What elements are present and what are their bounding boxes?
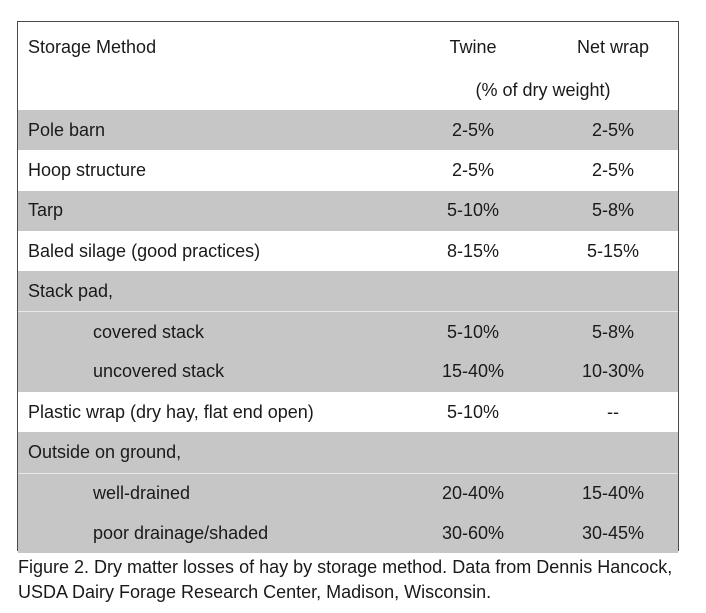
row-storage-method: Baled silage (good practices) — [28, 240, 261, 261]
table-row: well-drained 20-40% 15-40% — [18, 472, 678, 513]
row-storage-method: Pole barn — [28, 119, 106, 140]
row-storage-method: Plastic wrap (dry hay, flat end open) — [28, 401, 314, 422]
row-twine-value: 2-5% — [451, 119, 495, 140]
row-storage-method: Tarp — [28, 200, 64, 221]
storage-losses-table: Storage Method Twine Net wrap (% of dry … — [17, 21, 679, 554]
row-twine-value: 5-10% — [446, 200, 500, 221]
row-net-wrap-value: 2-5% — [591, 159, 635, 180]
table-row: Baled silage (good practices) 8-15% 5-15% — [18, 230, 678, 272]
row-storage-method: Hoop structure — [28, 159, 147, 180]
table-body: Pole barn 2-5% 2-5% Hoop structure 2-5% 2-5% T… — [18, 110, 678, 554]
row-twine-value: 2-5% — [451, 159, 495, 180]
row-twine-value: 15-40% — [441, 361, 505, 382]
row-storage-method: well-drained — [93, 482, 191, 503]
table-header: Storage Method Twine Net wrap (% of dry … — [18, 22, 678, 110]
row-storage-method: Outside on ground, — [28, 442, 182, 463]
row-net-wrap-value: -- — [607, 401, 619, 422]
row-twine-value: 5-10% — [446, 321, 500, 342]
row-net-wrap-value: 2-5% — [591, 119, 635, 140]
row-net-wrap-value — [563, 432, 663, 472]
table-row: Tarp 5-10% 5-8% — [18, 190, 678, 231]
table-row: Pole barn 2-5% 2-5% — [18, 110, 678, 151]
header-storage-method: Storage Method — [28, 37, 157, 57]
row-net-wrap-value: 30-45% — [581, 522, 645, 543]
row-storage-method: uncovered stack — [93, 361, 225, 382]
row-twine-value: 5-10% — [446, 401, 500, 422]
table-row: Plastic wrap (dry hay, flat end open) 5-1… — [18, 392, 678, 433]
row-net-wrap-value: 5-8% — [591, 321, 635, 342]
header-unit: (% of dry weight) — [475, 80, 611, 100]
row-storage-method: poor drainage/shaded — [93, 522, 269, 543]
row-storage-method: Stack pad, — [28, 280, 114, 301]
row-twine-value: 8-15% — [446, 240, 500, 261]
row-net-wrap-value: 10-30% — [581, 361, 645, 382]
row-twine-value: 20-40% — [441, 482, 505, 503]
figure-caption: Figure 2. Dry matter losses of hay by st… — [18, 557, 673, 602]
table-row: Outside on ground, — [18, 432, 678, 473]
table-row: covered stack 5-10% 5-8% — [18, 311, 678, 352]
row-storage-method: covered stack — [93, 321, 205, 342]
table-row: Hoop structure 2-5% 2-5% — [18, 150, 678, 191]
row-net-wrap-value: 15-40% — [581, 482, 645, 503]
row-twine-value: 30-60% — [441, 522, 505, 543]
row-net-wrap-value: 5-8% — [591, 200, 635, 221]
header-twine: Twine — [449, 37, 497, 57]
row-net-wrap-value: 5-15% — [586, 240, 640, 261]
row-net-wrap-value — [563, 271, 663, 311]
table-row: uncovered stack 15-40% 10-30% — [18, 351, 678, 393]
table-row: poor drainage/shaded 30-60% 30-45% — [18, 512, 678, 554]
table-row: Stack pad, — [18, 271, 678, 312]
header-net-wrap: Net wrap — [576, 37, 650, 57]
row-twine-value — [423, 432, 523, 472]
row-twine-value — [423, 271, 523, 311]
